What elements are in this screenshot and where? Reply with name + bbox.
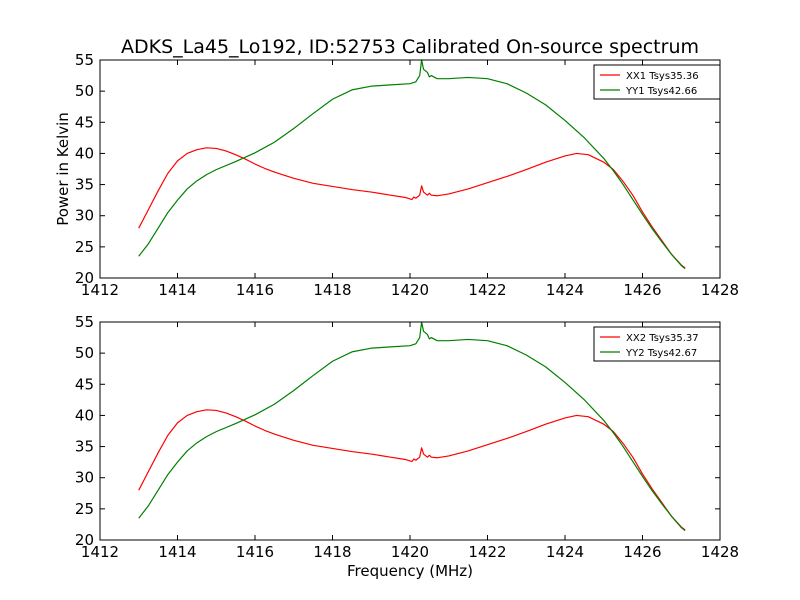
top-series-line-yy xyxy=(138,59,686,270)
bottom-legend-label: YY2 Tsys42.67 xyxy=(625,348,697,359)
top-y-tick-label: 20 xyxy=(75,269,94,287)
bottom-x-tick-label: 1414 xyxy=(158,543,196,561)
bottom-x-tick-label: 1422 xyxy=(468,543,506,561)
bottom-y-tick-label: 20 xyxy=(75,531,94,549)
bottom-legend-label: XX2 Tsys35.37 xyxy=(626,333,699,344)
bottom-y-tick-label: 35 xyxy=(75,438,94,456)
bottom-x-tick-label: 1416 xyxy=(236,543,274,561)
top-legend-box xyxy=(593,64,721,100)
top-x-tick-label: 1420 xyxy=(391,281,429,299)
bottom-legend-box xyxy=(593,326,721,362)
top-y-tick-label: 35 xyxy=(75,176,94,194)
top-x-tick-label: 1424 xyxy=(546,281,584,299)
bottom-panel: 1412 1414 1416 1418 1420 1422 1424 1426 1428 20 25… xyxy=(75,313,739,561)
bottom-x-tick-label: 1424 xyxy=(546,543,584,561)
bottom-series-line-yy xyxy=(138,321,686,532)
bottom-y-tick-label: 30 xyxy=(75,469,94,487)
bottom-y-tick-label: 40 xyxy=(75,406,94,424)
top-x-tick-label: 1416 xyxy=(236,281,274,299)
top-x-tick-label: 1422 xyxy=(468,281,506,299)
top-y-tick-label: 55 xyxy=(75,51,94,69)
bottom-x-tick-label: 1418 xyxy=(313,543,351,561)
x-axis-label: Frequency (MHz) xyxy=(347,562,473,580)
bottom-y-tick-label: 50 xyxy=(75,344,94,362)
top-y-tick-label: 45 xyxy=(75,113,94,131)
top-y-tick-label: 40 xyxy=(75,144,94,162)
top-y-tick-label: 25 xyxy=(75,238,94,256)
top-y-tick-label: 30 xyxy=(75,207,94,225)
top-x-tick-label: 1426 xyxy=(623,281,661,299)
bottom-x-tick-label: 1428 xyxy=(701,543,739,561)
bottom-y-tick-label: 55 xyxy=(75,313,94,331)
bottom-x-tick-label: 1412 xyxy=(81,543,119,561)
bottom-y-tick-label: 25 xyxy=(75,500,94,518)
top-x-tick-label: 1412 xyxy=(81,281,119,299)
top-x-tick-label: 1414 xyxy=(158,281,196,299)
bottom-legend: XX2 Tsys35.37 YY2 Tsys42.67 xyxy=(593,326,721,362)
y-axis-label: Power in Kelvin xyxy=(54,112,72,226)
top-x-tick-label: 1418 xyxy=(313,281,351,299)
top-panel: 1412 1414 1416 1418 1420 1422 1424 1426 1428 20 25… xyxy=(75,51,739,299)
top-legend: XX1 Tsys35.36 YY1 Tsys42.66 xyxy=(593,64,721,100)
bottom-x-tick-label: 1420 xyxy=(391,543,429,561)
top-y-tick-label: 50 xyxy=(75,82,94,100)
top-x-tick-label: 1428 xyxy=(701,281,739,299)
top-legend-label: YY1 Tsys42.66 xyxy=(625,86,697,97)
chart-title: ADKS_La45_Lo192, ID:52753 Calibrated On-… xyxy=(121,36,699,58)
top-legend-label: XX1 Tsys35.36 xyxy=(626,71,699,82)
bottom-y-tick-label: 45 xyxy=(75,375,94,393)
bottom-x-tick-label: 1426 xyxy=(623,543,661,561)
